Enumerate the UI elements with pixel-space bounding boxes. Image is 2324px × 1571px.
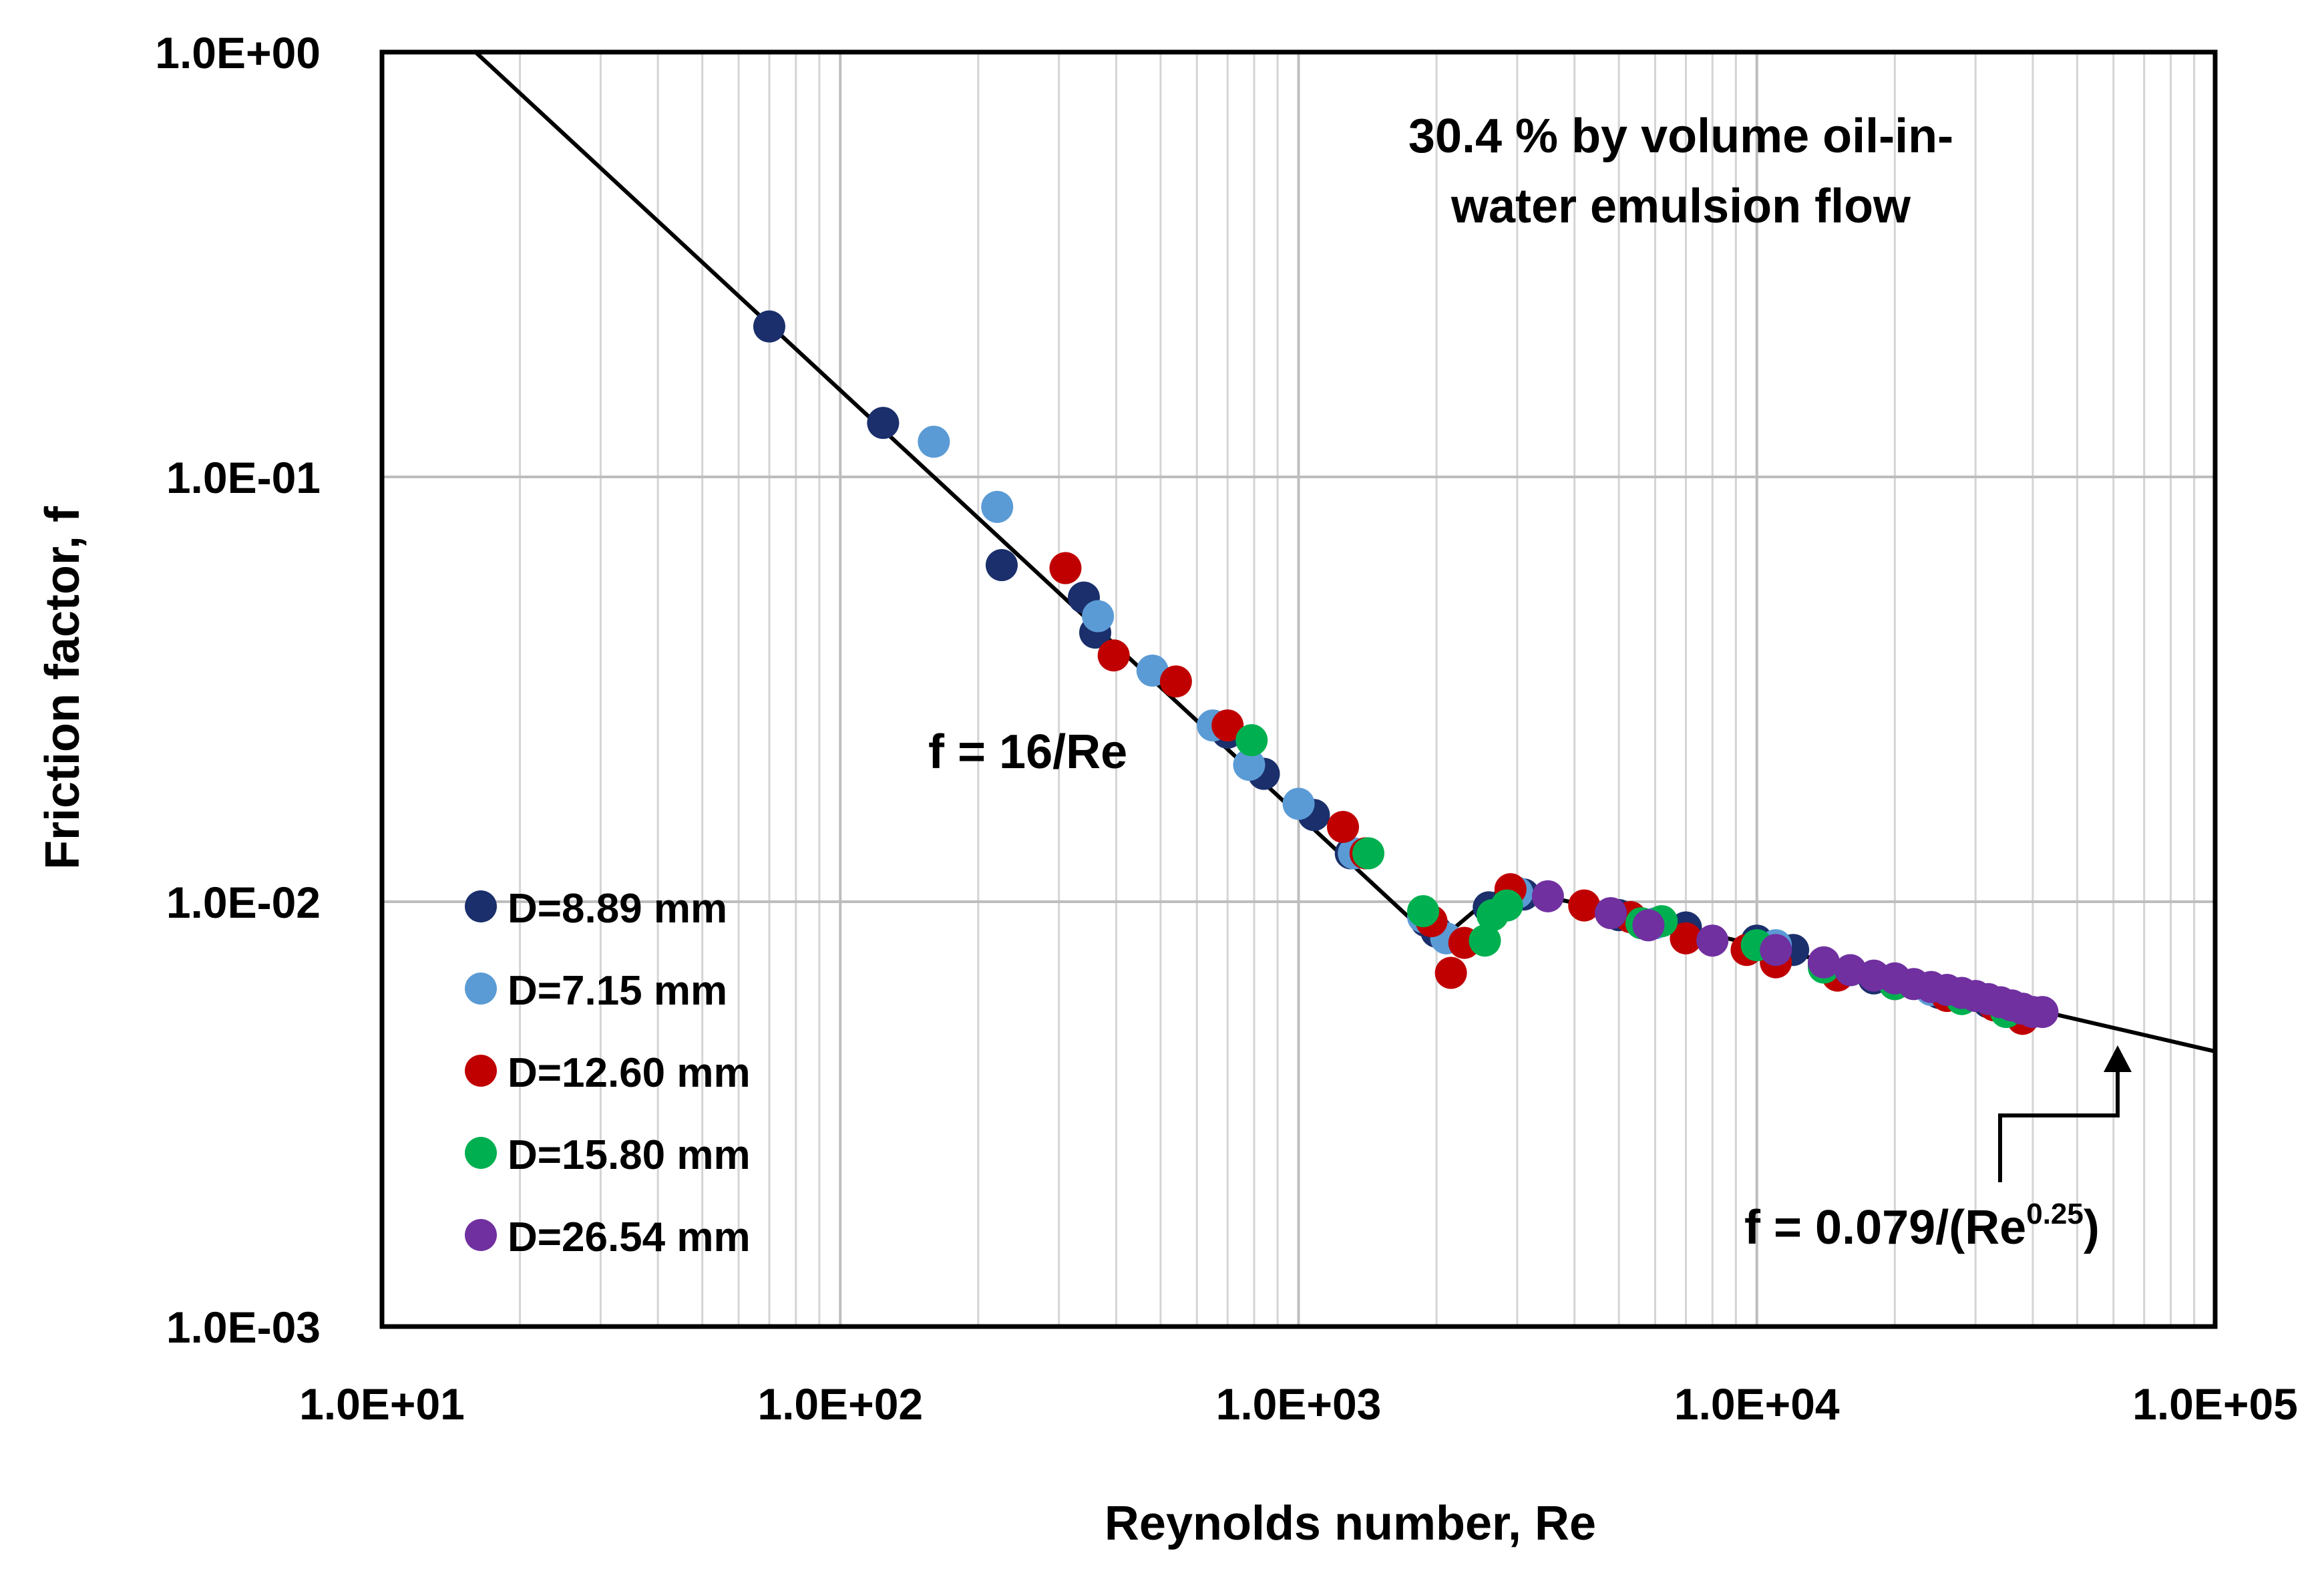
x-tick-label: 1.0E+01: [299, 1379, 465, 1429]
legend-marker: [465, 973, 497, 1005]
legend-label: D=8.89 mm: [508, 886, 727, 932]
data-point-series-4: [1808, 946, 1841, 979]
legend-marker: [465, 1055, 497, 1087]
data-point-series-4: [2026, 996, 2059, 1029]
data-point-series-1: [1082, 600, 1115, 633]
turbulent-equation-label: f = 0.079/(Re0.25): [1744, 1198, 2100, 1254]
data-point-series-3: [1469, 924, 1501, 957]
data-point-series-0: [753, 310, 785, 343]
data-point-series-2: [1434, 956, 1467, 989]
laminar-equation-label: f = 16/Re: [928, 725, 1127, 779]
legend-label: D=15.80 mm: [508, 1132, 751, 1178]
turbulent-label-arrow-head: [2104, 1045, 2132, 1072]
turbulent-equation-close: ): [2084, 1201, 2100, 1254]
data-point-series-2: [1049, 552, 1082, 584]
plot-frame: [379, 49, 2218, 1329]
data-point-series-0: [985, 549, 1018, 582]
legend-label: D=7.15 mm: [508, 968, 727, 1014]
data-point-series-1: [918, 425, 950, 458]
data-point-series-3: [1235, 724, 1268, 757]
data-point-series-0: [867, 407, 900, 440]
y-tick-label: 1.0E-03: [166, 1302, 321, 1352]
data-point-series-3: [1407, 895, 1440, 928]
legend-label: D=26.54 mm: [508, 1214, 751, 1260]
x-tick-label: 1.0E+05: [2132, 1379, 2298, 1429]
data-point-series-3: [1352, 837, 1385, 870]
data-point-series-2: [1211, 709, 1244, 742]
data-point-series-4: [1595, 897, 1627, 930]
data-point-series-1: [1233, 749, 1266, 781]
legend-marker: [465, 890, 497, 922]
data-point-series-2: [1568, 889, 1601, 922]
legend-marker: [465, 1137, 497, 1169]
data-point-series-4: [1760, 934, 1792, 967]
legend: D=8.89 mm D=7.15 mm D=12.60 mm D=15.80 mm D=…: [465, 886, 751, 1260]
reference-line-laminar: [474, 50, 1438, 944]
x-tick-label: 1.0E+03: [1216, 1379, 1382, 1429]
chart-annotation-line2: water emulsion flow: [1450, 180, 1911, 233]
data-point-series-2: [1670, 922, 1702, 954]
y-tick-label: 1.0E+00: [155, 28, 321, 77]
x-tick-label: 1.0E+02: [757, 1379, 923, 1429]
data-point-series-4: [1531, 880, 1564, 912]
chart-annotation-line1: 30.4 % by volume oil-in-: [1408, 110, 1953, 163]
data-point-series-1: [1282, 788, 1315, 820]
data-point-series-2: [1159, 665, 1192, 698]
y-tick-label: 1.0E-02: [166, 878, 321, 927]
turbulent-equation-main: f = 0.079/(Re: [1744, 1201, 2026, 1254]
data-point-series-2: [1327, 811, 1360, 844]
data-points: [753, 310, 2059, 1035]
data-point-series-2: [1097, 639, 1130, 672]
data-point-series-4: [1632, 909, 1665, 942]
legend-marker: [465, 1219, 497, 1251]
turbulent-equation-exponent: 0.25: [2026, 1198, 2084, 1230]
y-axis-label: Friction factor, f: [36, 506, 89, 870]
turbulent-label-arrow-line: [1998, 1069, 2120, 1182]
tick-labels: 1.0E+01 1.0E+02 1.0E+03 1.0E+04 1.0E+05 1.0E+…: [155, 28, 2298, 1429]
legend-label: D=12.60 mm: [508, 1050, 751, 1096]
data-point-series-3: [1491, 889, 1523, 922]
data-point-series-4: [1696, 924, 1729, 957]
x-tick-label: 1.0E+04: [1674, 1379, 1840, 1429]
data-point-series-1: [981, 490, 1014, 523]
y-tick-label: 1.0E-01: [166, 453, 321, 502]
x-axis-label: Reynolds number, Re: [1105, 1497, 1596, 1550]
